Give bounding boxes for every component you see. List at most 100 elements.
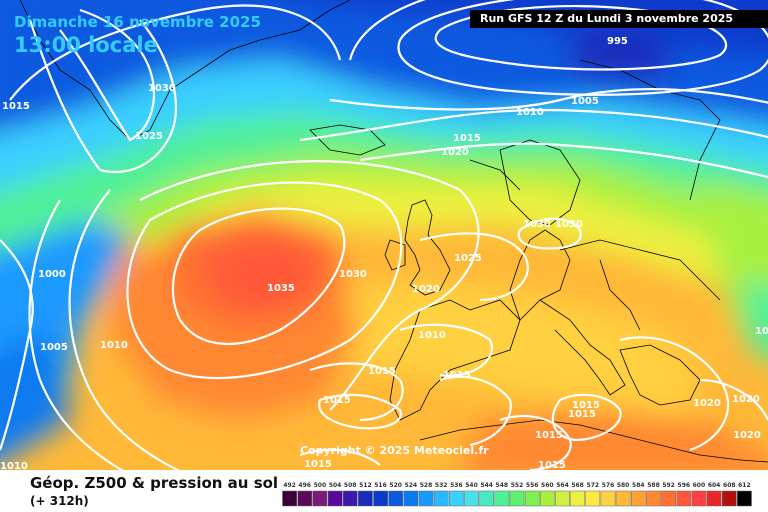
legend-swatch [570, 490, 586, 507]
isobar-label: 1005 [40, 342, 68, 353]
legend-label: 604 [708, 482, 721, 489]
isobar-label: 1030 [555, 219, 583, 230]
lead-time: (+ 312h) [30, 494, 89, 508]
isobar-label: 1015 [2, 101, 30, 112]
isobar-label: 1015 [443, 370, 471, 381]
isobar-label: 1030 [523, 219, 551, 230]
legend-label: 504 [329, 482, 342, 489]
isobar-label: 1015 [453, 133, 481, 144]
weather-map: 995 1005 1010 1015 1020 1030 1025 1015 1… [0, 0, 768, 470]
legend-swatch [479, 490, 495, 507]
legend-label: 544 [480, 482, 493, 489]
legend-label: 536 [450, 482, 463, 489]
legend-label: 520 [389, 482, 402, 489]
legend-swatch [403, 490, 419, 507]
legend-swatch [691, 490, 707, 507]
legend-label: 524 [405, 482, 418, 489]
legend-label: 608 [723, 482, 736, 489]
legend-label: 540 [465, 482, 478, 489]
legend-swatch [312, 490, 328, 507]
legend-swatch [449, 490, 464, 507]
legend-swatch [418, 490, 434, 507]
legend-swatch [721, 490, 737, 507]
legend-label: 572 [587, 482, 600, 489]
legend-swatch [676, 490, 692, 507]
local-time: 13:00 locale [14, 33, 158, 57]
legend-swatch [630, 490, 646, 507]
isobar-label: 995 [607, 36, 628, 47]
isobar-label: 1020 [693, 398, 721, 409]
isobar-label: 1010 [100, 340, 128, 351]
legend-label: 588 [647, 482, 660, 489]
legend-label: 508 [344, 482, 357, 489]
isobar-label: 1015 [535, 430, 563, 441]
legend-swatch [282, 490, 297, 507]
isobar-label: 1010 [418, 330, 446, 341]
legend-swatch [327, 490, 343, 507]
copyright: Copyright © 2025 Meteociel.fr [300, 444, 489, 457]
legend-swatch [615, 490, 631, 507]
legend-label: 592 [662, 482, 675, 489]
legend-swatch [706, 490, 722, 507]
legend-swatch [509, 490, 525, 507]
legend-label: 548 [496, 482, 509, 489]
legend-label: 560 [541, 482, 554, 489]
coastlines [19, 0, 768, 463]
isobar-lines [0, 0, 768, 470]
legend-swatch [464, 490, 479, 507]
isobar-label: 1015 [572, 400, 600, 411]
legend-swatch [358, 490, 373, 507]
parameter-title: Géop. Z500 & pression au sol [30, 474, 279, 492]
isobar-label: 1020 [732, 394, 760, 405]
legend-label: 492 [283, 482, 296, 489]
legend-label: 500 [314, 482, 327, 489]
isobar-label: 1010 [516, 107, 544, 118]
isobar-label: 1010 [0, 461, 28, 470]
isobar-label: 1025 [454, 253, 482, 264]
isobar-labels: 995 1005 1010 1015 1020 1030 1025 1015 1… [0, 36, 768, 470]
isobar-label: 1030 [148, 83, 176, 94]
legend-label: 580 [617, 482, 630, 489]
isobar-label: 1020 [733, 430, 761, 441]
isobar-label: 1015 [368, 366, 396, 377]
legend-swatch [297, 490, 313, 507]
isobar-label: 1015 [755, 326, 768, 337]
legend-label: 584 [632, 482, 645, 489]
legend-label: 600 [693, 482, 706, 489]
isobar-label: 1025 [135, 131, 163, 142]
legend-swatch [646, 490, 661, 507]
legend-swatch [373, 490, 388, 507]
legend-swatch [600, 490, 616, 507]
legend-swatch [585, 490, 601, 507]
isobar-label: 1000 [38, 269, 66, 280]
legend-label: 532 [435, 482, 448, 489]
legend-label: 612 [738, 482, 751, 489]
legend-swatch [737, 490, 752, 507]
valid-date: Dimanche 16 novembre 2025 [14, 13, 261, 31]
geopotential-field [0, 0, 768, 470]
color-legend: 492 496 500 504 508 512 516 520 524 528 532 536 540 5… [282, 482, 752, 507]
isobar-label: 1020 [441, 147, 469, 158]
legend-label: 556 [526, 482, 539, 489]
legend-label: 512 [359, 482, 372, 489]
isobar-label: 1035 [267, 283, 295, 294]
isobar-label: 1020 [412, 284, 440, 295]
isobar-label: 1015 [538, 460, 566, 470]
isobar-label: 1030 [339, 269, 367, 280]
legend-swatch [388, 490, 404, 507]
legend-swatch [342, 490, 358, 507]
legend-swatch [494, 490, 510, 507]
isobar-label: 1015 [304, 459, 332, 470]
legend-swatch [433, 490, 449, 507]
legend-label: 576 [602, 482, 615, 489]
legend-label: 564 [556, 482, 569, 489]
legend-swatch [661, 490, 676, 507]
isobar-label: 1015 [568, 409, 596, 420]
isobar-label: 1015 [323, 395, 351, 406]
isobar-label: 1005 [571, 96, 599, 107]
run-info: Run GFS 12 Z du Lundi 3 novembre 2025 [470, 10, 768, 28]
legend-swatch [555, 490, 570, 507]
legend-label: 496 [298, 482, 311, 489]
legend-swatch [524, 490, 540, 507]
